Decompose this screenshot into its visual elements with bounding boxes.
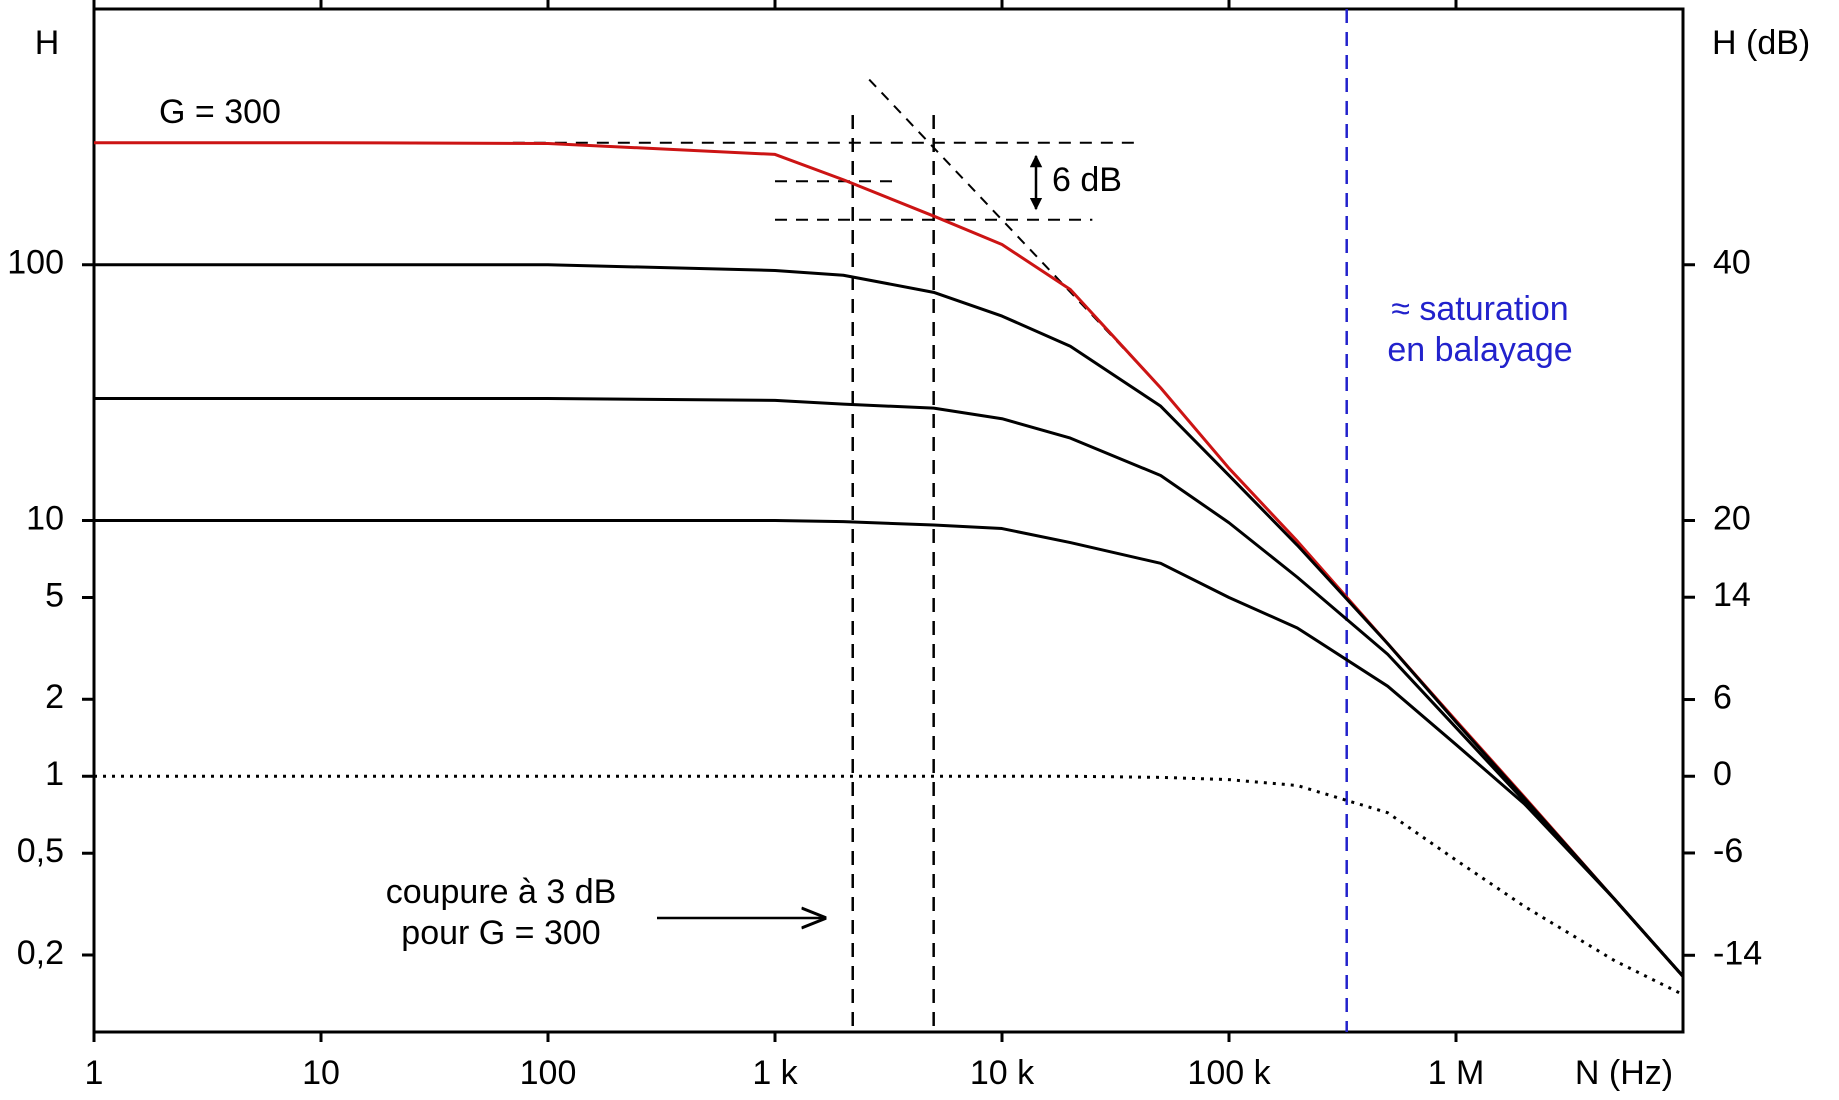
y-tick-label: 100: [7, 244, 64, 282]
y-tick-label: 0,2: [17, 934, 64, 972]
series-line: [94, 774, 1684, 996]
y2-tick-label: 20: [1713, 499, 1751, 537]
annotation: ≈ saturation: [1391, 290, 1568, 328]
y2-tick-label: 6: [1713, 679, 1732, 717]
x-tick-label: 1 M: [1428, 1054, 1485, 1092]
y-axis-label: H: [35, 24, 60, 62]
x-tick-label: 10: [302, 1054, 340, 1092]
y2-tick-label: -14: [1713, 934, 1762, 972]
y-tick-label: 0,5: [17, 832, 64, 870]
x-tick-label: 100: [520, 1054, 577, 1092]
y2-tick-label: 14: [1713, 576, 1751, 614]
annotation: 6 dB: [1052, 161, 1122, 199]
y2-axis-label: H (dB): [1712, 24, 1810, 62]
x-tick-label: 100 k: [1187, 1054, 1271, 1092]
series-line: [94, 263, 1685, 978]
y-tick-label: 1: [45, 755, 64, 793]
x-tick-label: 10 k: [970, 1054, 1035, 1092]
x-tick-label: 1 k: [752, 1054, 798, 1092]
x-axis-label: N (Hz): [1575, 1054, 1673, 1092]
series-line: [94, 396, 1685, 978]
y-tick-label: 5: [45, 576, 64, 614]
annotation: pour G = 300: [401, 914, 600, 952]
annotation: coupure à 3 dB: [386, 873, 617, 911]
series-line: [94, 519, 1685, 978]
x-tick-label: 1: [85, 1054, 104, 1092]
y-tick-label: 2: [45, 678, 64, 716]
y2-tick-label: 0: [1713, 755, 1732, 793]
annotation: en balayage: [1387, 331, 1572, 369]
y2-tick-label: 40: [1713, 244, 1751, 282]
series-line: [94, 141, 1685, 978]
y2-tick-label: -6: [1713, 832, 1743, 870]
annotation: G = 300: [159, 93, 281, 131]
y-tick-label: 10: [26, 499, 64, 537]
